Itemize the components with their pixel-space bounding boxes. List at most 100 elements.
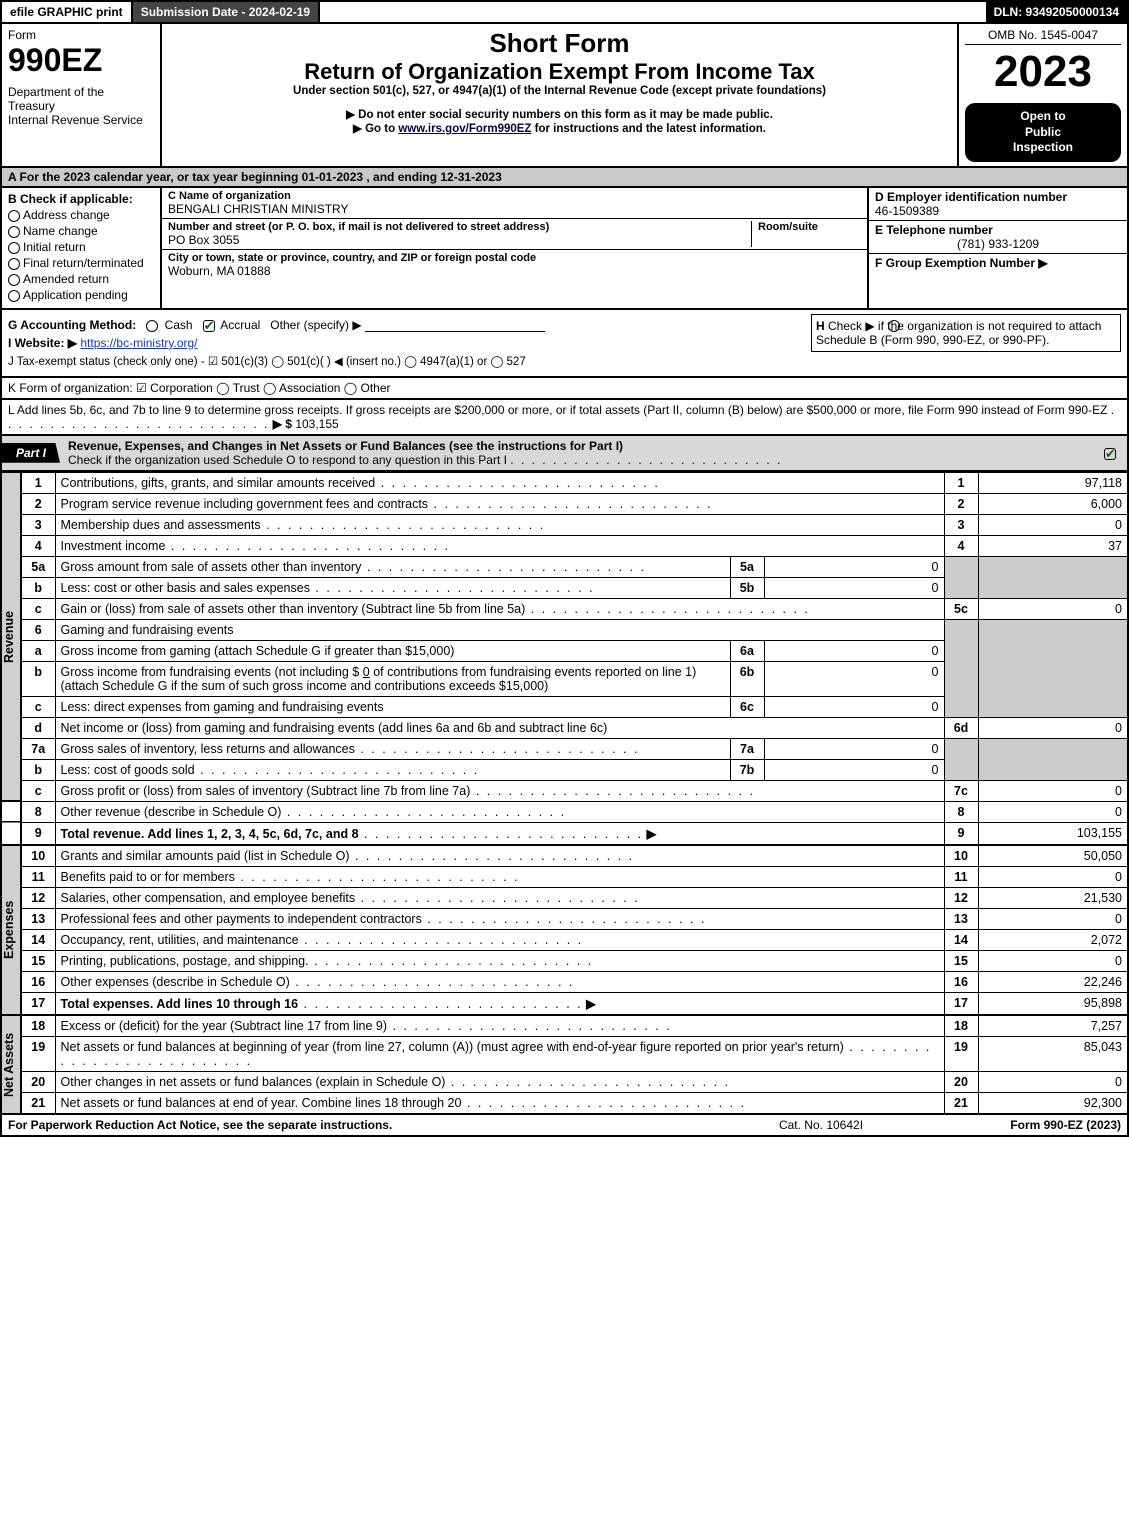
section-bcdef: B Check if applicable: Address change Na…	[0, 188, 1129, 310]
grey-cell	[944, 556, 978, 598]
d-ein-cap: D Employer identification number	[875, 190, 1121, 204]
g-cash: Cash	[165, 318, 193, 332]
l14-val: 2,072	[978, 929, 1128, 950]
l16-num: 16	[21, 971, 55, 992]
chk-initial-return[interactable]	[8, 242, 20, 254]
l5c-rnum: 5c	[944, 598, 978, 619]
dots-icon	[298, 997, 583, 1011]
l6d-rnum: 6d	[944, 717, 978, 738]
l-arrow: ▶ $	[273, 417, 292, 431]
website-link[interactable]: https://bc-ministry.org/	[80, 336, 197, 350]
l7a-mv: 0	[764, 738, 944, 759]
e-tel-cap: E Telephone number	[875, 223, 1121, 237]
dots-icon	[445, 1075, 730, 1089]
column-c: C Name of organization BENGALI CHRISTIAN…	[162, 188, 867, 308]
chk-accrual[interactable]	[203, 320, 215, 332]
chk-final-return[interactable]	[8, 258, 20, 270]
l5b-mn: 5b	[730, 577, 764, 598]
l16-val: 22,246	[978, 971, 1128, 992]
vlabel-expenses: Expenses	[1, 845, 21, 1015]
efile-label: efile GRAPHIC print	[2, 2, 133, 22]
l9-desc: Total revenue. Add lines 1, 2, 3, 4, 5c,…	[61, 827, 359, 841]
dots-icon	[261, 518, 546, 532]
org-street: PO Box 3055	[168, 233, 751, 247]
b-item-5: Application pending	[23, 288, 128, 302]
chk-schedule-o[interactable]	[1104, 448, 1116, 460]
dots-icon	[310, 581, 595, 595]
column-b: B Check if applicable: Address change Na…	[2, 188, 162, 308]
g-other-blank[interactable]	[365, 318, 545, 332]
l1-desc: Contributions, gifts, grants, and simila…	[61, 476, 376, 490]
vlabel-spacer	[1, 801, 21, 822]
chk-amended-return[interactable]	[8, 274, 20, 286]
l2-rnum: 2	[944, 493, 978, 514]
l18-desc: Excess or (deficit) for the year (Subtra…	[61, 1019, 388, 1033]
section-a-tax-year: A For the 2023 calendar year, or tax yea…	[0, 168, 1129, 188]
column-def: D Employer identification number 46-1509…	[867, 188, 1127, 308]
l16-rnum: 16	[944, 971, 978, 992]
l18-rnum: 18	[944, 1015, 978, 1037]
l12-val: 21,530	[978, 887, 1128, 908]
dots-icon	[165, 539, 450, 553]
l6c-desc: Less: direct expenses from gaming and fu…	[61, 700, 384, 714]
dots-icon	[309, 954, 594, 968]
l9-num: 9	[21, 822, 55, 845]
l17-rnum: 17	[944, 992, 978, 1015]
l5a-mv: 0	[764, 556, 944, 577]
l19-desc: Net assets or fund balances at beginning…	[61, 1040, 844, 1054]
grey-cell	[978, 556, 1128, 598]
l2-num: 2	[21, 493, 55, 514]
l6b-amt: 0	[363, 665, 370, 679]
l5a-num: 5a	[21, 556, 55, 577]
l21-num: 21	[21, 1092, 55, 1114]
chk-address-change[interactable]	[8, 210, 20, 222]
l15-num: 15	[21, 950, 55, 971]
l-text: L Add lines 5b, 6c, and 7b to line 9 to …	[8, 403, 1107, 417]
chk-name-change[interactable]	[8, 226, 20, 238]
l6d-desc: Net income or (loss) from gaming and fun…	[61, 721, 608, 735]
l4-val: 37	[978, 535, 1128, 556]
dots-icon	[525, 602, 810, 616]
chk-h-not-required[interactable]	[888, 320, 900, 332]
l19-rnum: 19	[944, 1036, 978, 1071]
open-line2: Public	[969, 125, 1117, 141]
l5c-desc: Gain or (loss) from sale of assets other…	[61, 602, 526, 616]
l11-val: 0	[978, 866, 1128, 887]
part1-tab: Part I	[2, 443, 60, 463]
goto-link[interactable]: www.irs.gov/Form990EZ	[398, 123, 531, 135]
l5c-num: c	[21, 598, 55, 619]
l6c-mn: 6c	[730, 696, 764, 717]
l3-num: 3	[21, 514, 55, 535]
l6-desc: Gaming and fundraising events	[55, 619, 944, 640]
l14-desc: Occupancy, rent, utilities, and maintena…	[61, 933, 299, 947]
l10-desc: Grants and similar amounts paid (list in…	[61, 849, 350, 863]
l8-val: 0	[978, 801, 1128, 822]
l12-num: 12	[21, 887, 55, 908]
l21-desc: Net assets or fund balances at end of ye…	[61, 1096, 462, 1110]
part1-title-bold: Revenue, Expenses, and Changes in Net As…	[68, 439, 623, 453]
l1-num: 1	[21, 472, 55, 493]
tax-year: 2023	[965, 47, 1121, 97]
l20-rnum: 20	[944, 1071, 978, 1092]
l6a-mn: 6a	[730, 640, 764, 661]
org-city: Woburn, MA 01888	[168, 264, 861, 278]
l5b-desc: Less: cost or other basis and sales expe…	[61, 581, 310, 595]
header-center: Short Form Return of Organization Exempt…	[162, 24, 957, 166]
g-label: G Accounting Method:	[8, 318, 136, 332]
h-text: Check ▶ if the organization is not requi…	[816, 319, 1101, 347]
chk-application-pending[interactable]	[8, 290, 20, 302]
l2-val: 6,000	[978, 493, 1128, 514]
dots-icon	[281, 805, 566, 819]
chk-cash[interactable]	[146, 320, 158, 332]
org-name: BENGALI CHRISTIAN MINISTRY	[168, 202, 861, 216]
dots-icon	[470, 784, 755, 798]
top-bar: efile GRAPHIC print Submission Date - 20…	[0, 0, 1129, 24]
short-form-title: Short Form	[168, 28, 951, 59]
dots-icon	[387, 1019, 672, 1033]
vlabel-spacer2	[1, 822, 21, 845]
l17-num: 17	[21, 992, 55, 1015]
section-l: L Add lines 5b, 6c, and 7b to line 9 to …	[0, 400, 1129, 436]
l1-val: 97,118	[978, 472, 1128, 493]
c-city-cap: City or town, state or province, country…	[168, 252, 861, 264]
l6d-num: d	[21, 717, 55, 738]
